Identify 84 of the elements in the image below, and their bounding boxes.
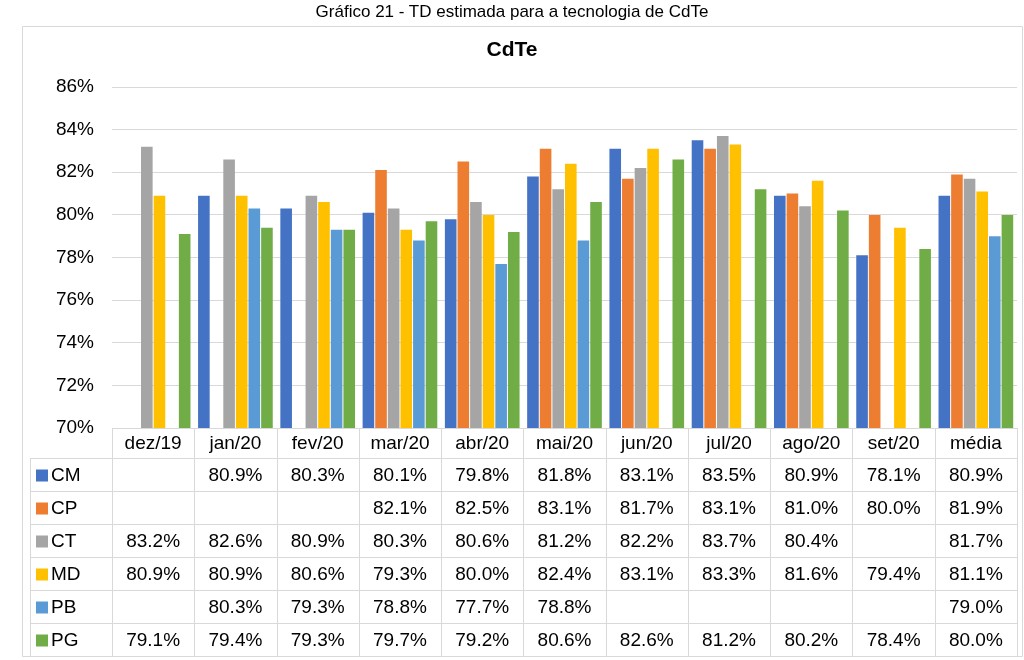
data-label: 83.1% bbox=[537, 496, 592, 518]
legend-label: PG bbox=[51, 628, 79, 650]
y-tick-label: 78% bbox=[55, 245, 95, 267]
x-tick-label: set/20 bbox=[867, 432, 920, 454]
data-label: 80.9% bbox=[290, 529, 345, 551]
data-label: 79.0% bbox=[948, 595, 1003, 617]
data-label: 82.2% bbox=[619, 529, 674, 551]
data-label: 78.1% bbox=[866, 463, 921, 485]
x-tick-label: jan/20 bbox=[208, 432, 262, 454]
data-label: 80.6% bbox=[537, 628, 592, 650]
data-label: 81.2% bbox=[537, 529, 592, 551]
data-label: 83.1% bbox=[619, 463, 674, 485]
data-label: 80.0% bbox=[455, 562, 510, 584]
data-label: 79.4% bbox=[866, 562, 921, 584]
data-label: 80.6% bbox=[455, 529, 510, 551]
data-label: 83.3% bbox=[702, 562, 757, 584]
data-label: 80.9% bbox=[784, 463, 839, 485]
data-label: 80.6% bbox=[290, 562, 345, 584]
y-tick-label: 84% bbox=[55, 117, 95, 139]
x-tick-label: mai/20 bbox=[535, 432, 594, 454]
y-tick-label: 74% bbox=[55, 330, 95, 352]
data-label: 78.4% bbox=[866, 628, 921, 650]
chart-title: CdTe bbox=[486, 36, 538, 60]
legend-label: CP bbox=[51, 496, 78, 518]
y-tick-label: 80% bbox=[55, 203, 95, 225]
data-label: 81.7% bbox=[619, 496, 674, 518]
x-tick-label: fev/20 bbox=[291, 432, 344, 454]
x-tick-label: mar/20 bbox=[370, 432, 430, 454]
data-label: 83.2% bbox=[126, 529, 181, 551]
y-tick-label: 72% bbox=[55, 373, 95, 395]
data-label: 82.1% bbox=[373, 496, 427, 518]
legend-label: MD bbox=[51, 562, 81, 584]
data-label: 81.1% bbox=[948, 562, 1003, 584]
y-tick-label: 86% bbox=[55, 75, 95, 97]
data-label: 83.1% bbox=[702, 496, 757, 518]
data-label: 81.8% bbox=[537, 463, 592, 485]
x-tick-label: média bbox=[949, 432, 1003, 454]
legend-label: CM bbox=[51, 463, 81, 485]
data-label: 81.9% bbox=[948, 496, 1003, 518]
data-label: 79.3% bbox=[290, 628, 345, 650]
data-label: 79.8% bbox=[455, 463, 510, 485]
data-label: 79.1% bbox=[126, 628, 181, 650]
data-label: 80.0% bbox=[866, 496, 921, 518]
data-label: 80.1% bbox=[373, 463, 427, 485]
x-tick-label: ago/20 bbox=[782, 432, 841, 454]
data-label: 79.3% bbox=[373, 562, 427, 584]
y-tick-label: 82% bbox=[55, 160, 95, 182]
data-label: 82.6% bbox=[208, 529, 263, 551]
data-label: 80.9% bbox=[208, 463, 263, 485]
text: Gráfico 21 - TD estimada para a tecnologia de CdTe bbox=[315, 1, 709, 21]
data-label: 80.0% bbox=[948, 628, 1003, 650]
legend-label: CT bbox=[51, 529, 77, 551]
x-tick-label: abr/20 bbox=[455, 432, 510, 454]
data-label: 81.0% bbox=[784, 496, 839, 518]
data-label: 83.5% bbox=[702, 463, 757, 485]
x-tick-label: jun/20 bbox=[619, 432, 673, 454]
y-tick-label: 76% bbox=[55, 288, 95, 310]
data-label: 83.1% bbox=[619, 562, 674, 584]
y-tick-label: 70% bbox=[55, 416, 95, 438]
data-label: 83.7% bbox=[702, 529, 757, 551]
data-label: 82.4% bbox=[537, 562, 592, 584]
data-label: 80.9% bbox=[208, 562, 263, 584]
legend-label: PB bbox=[51, 595, 77, 617]
data-label: 80.3% bbox=[290, 463, 345, 485]
data-label: 82.5% bbox=[455, 496, 510, 518]
data-label: 80.4% bbox=[784, 529, 839, 551]
data-label: 80.2% bbox=[784, 628, 839, 650]
data-label: 80.9% bbox=[948, 463, 1003, 485]
data-label: 77.7% bbox=[455, 595, 510, 617]
data-label: 78.8% bbox=[537, 595, 592, 617]
data-label: 81.2% bbox=[702, 628, 757, 650]
data-label: 80.9% bbox=[126, 562, 181, 584]
data-label: 80.3% bbox=[208, 595, 263, 617]
x-tick-label: dez/19 bbox=[124, 432, 182, 454]
data-label: 81.7% bbox=[948, 529, 1003, 551]
data-label: 80.3% bbox=[373, 529, 427, 551]
x-tick-label: jul/20 bbox=[705, 432, 752, 454]
data-label: 78.8% bbox=[373, 595, 427, 617]
data-label: 82.6% bbox=[619, 628, 674, 650]
data-label: 79.4% bbox=[208, 628, 263, 650]
data-label: 79.7% bbox=[373, 628, 427, 650]
data-label: 81.6% bbox=[784, 562, 839, 584]
data-label: 79.2% bbox=[455, 628, 510, 650]
data-label: 79.3% bbox=[290, 595, 345, 617]
